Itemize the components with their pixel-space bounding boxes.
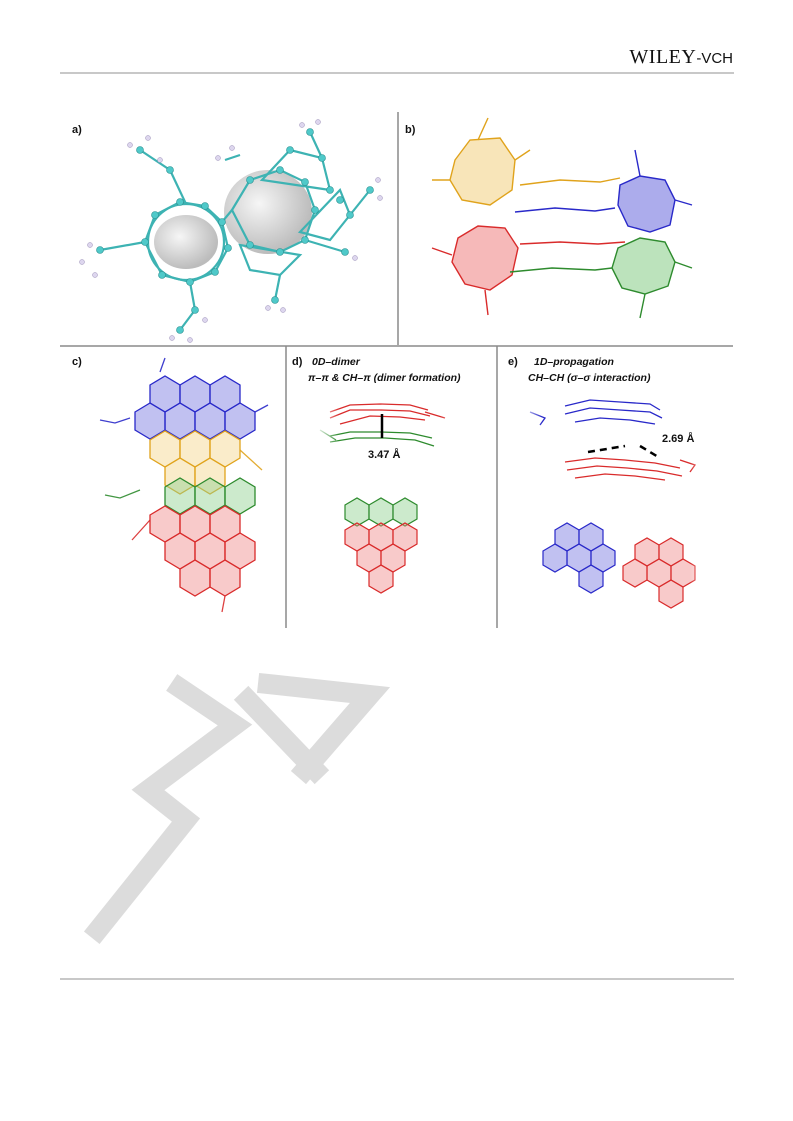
panel-e-caption-line2: CH–CH (σ–σ interaction) <box>528 372 651 384</box>
panel-label-a: a) <box>72 124 82 136</box>
panel-label-d: d) <box>292 356 303 368</box>
wiley-vch-logo: WILEY-VCH <box>629 46 733 68</box>
header-rule <box>60 72 734 74</box>
panel-label-b: b) <box>405 124 416 136</box>
footer-rule <box>60 978 734 980</box>
panel-label-e: e) <box>508 356 518 368</box>
panel-b-stack <box>431 117 693 319</box>
panel-label-c: c) <box>72 356 82 368</box>
panel-a-molecule <box>79 119 383 343</box>
panel-e-caption-line1: 1D–propagation <box>534 356 614 368</box>
panel-frame <box>60 112 733 628</box>
panel-d-caption-line2: π–π & CH–π (dimer formation) <box>308 372 461 384</box>
panel-d-caption-line1: 0D–dimer <box>312 356 360 368</box>
panel-e-propagation <box>520 395 715 625</box>
panel-e-distance-label: 2.69 Å <box>662 433 695 445</box>
panel-d-dimer <box>315 400 464 594</box>
panel-c-stack <box>99 357 269 613</box>
panel-d-distance-label: 3.47 Å <box>368 449 401 461</box>
